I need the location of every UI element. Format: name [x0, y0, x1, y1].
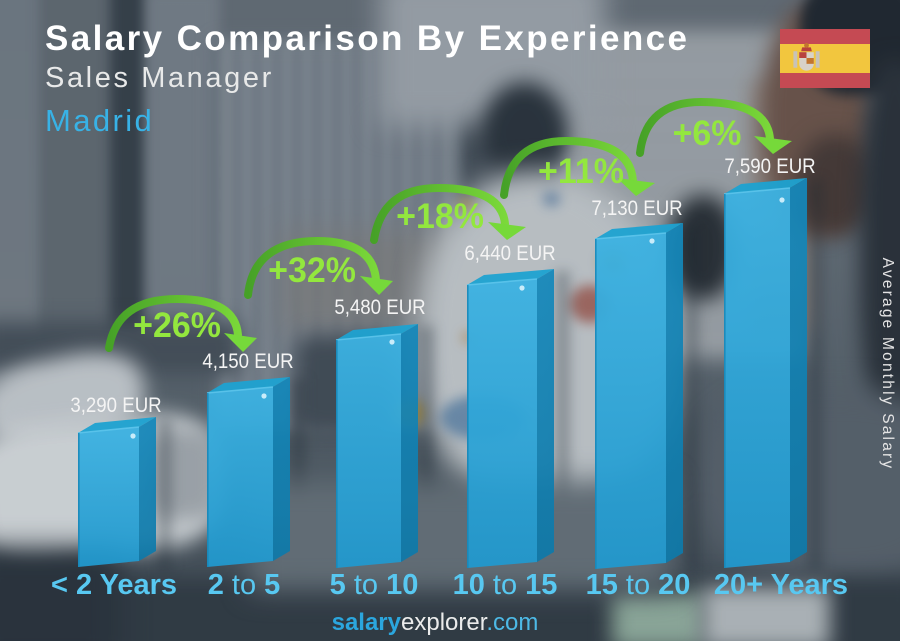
- svg-text:4,150 EUR: 4,150 EUR: [202, 350, 293, 373]
- svg-text:15 to 20: 15 to 20: [586, 569, 691, 601]
- svg-text:3,290 EUR: 3,290 EUR: [70, 394, 161, 417]
- svg-text:2 to 5: 2 to 5: [208, 569, 281, 601]
- svg-text:5 to 10: 5 to 10: [330, 569, 419, 601]
- svg-text:7,130 EUR: 7,130 EUR: [591, 197, 682, 220]
- svg-text:+18%: +18%: [396, 198, 484, 237]
- svg-text:10 to 15: 10 to 15: [453, 569, 558, 601]
- svg-text:salaryexplorer.com: salaryexplorer.com: [332, 609, 539, 636]
- svg-text:5,480 EUR: 5,480 EUR: [334, 296, 425, 319]
- svg-text:+32%: +32%: [268, 252, 356, 291]
- svg-text:7,590 EUR: 7,590 EUR: [724, 155, 815, 178]
- svg-text:6,440 EUR: 6,440 EUR: [464, 242, 555, 265]
- svg-text:< 2 Years: < 2 Years: [51, 569, 177, 601]
- svg-text:+6%: +6%: [673, 115, 742, 154]
- svg-text:+26%: +26%: [133, 307, 221, 346]
- svg-text:20+ Years: 20+ Years: [714, 569, 848, 601]
- svg-text:+11%: +11%: [538, 153, 624, 192]
- svg-text:Average Monthly Salary: Average Monthly Salary: [879, 258, 896, 471]
